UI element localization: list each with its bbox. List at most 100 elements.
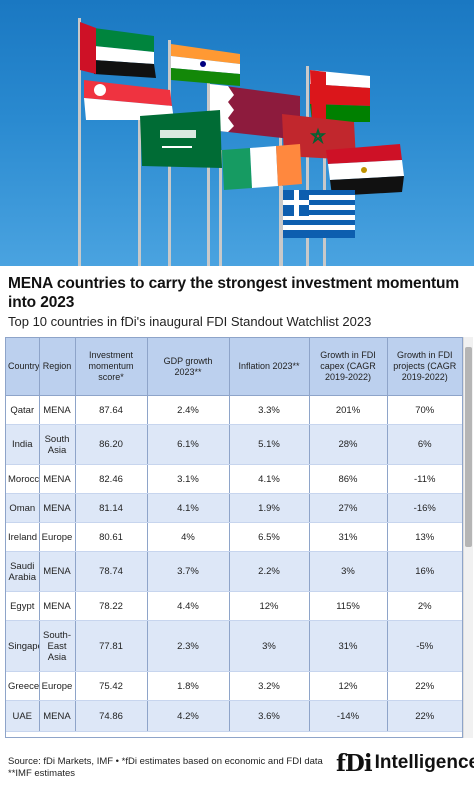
page-subtitle: Top 10 countries in fDi's inaugural FDI … [8,314,372,329]
cell-momentum: 77.81 [75,620,148,672]
cell-projects: -16% [387,493,462,523]
cell-projects: 2% [387,591,462,621]
cell-region: South Asia [39,424,76,465]
cell-momentum: 78.22 [75,591,148,621]
flag-oman [310,70,370,122]
cell-country: UAE [6,700,40,732]
flag-singapore [84,80,174,120]
cell-gdp: 2.4% [147,395,230,425]
cell-momentum: 87.64 [75,395,148,425]
cell-inflation: 4.1% [229,464,310,494]
cell-projects: 16% [387,551,462,592]
cell-capex: 86% [309,464,388,494]
watchlist-table: Country Region Investment momentum score… [5,337,463,738]
cell-gdp: 4% [147,522,230,552]
cell-momentum: 75.42 [75,671,148,701]
cell-capex: 28% [309,424,388,465]
cell-country: Greece [6,671,40,701]
table-row: Singapore South-East Asia 77.81 2.3% 3% … [6,620,462,672]
cell-country: Oman [6,493,40,523]
cell-inflation: 12% [229,591,310,621]
cell-region: MENA [39,464,76,494]
cell-capex: 31% [309,620,388,672]
cell-region: MENA [39,551,76,592]
cell-projects: 22% [387,700,462,732]
cell-region: MENA [39,493,76,523]
logo-text: Intelligence [374,752,474,773]
cell-projects: -11% [387,464,462,494]
scrollbar-thumb[interactable] [465,347,472,547]
cell-inflation: 3.2% [229,671,310,701]
col-header-country: Country [6,338,40,396]
flag-saudi-arabia [140,110,222,168]
cell-capex: 12% [309,671,388,701]
fdi-intelligence-logo: fDi Intelligence [336,746,474,780]
cell-region: Europe [39,671,76,701]
logo-mark: fDi [336,749,373,777]
table-header-row: Country Region Investment momentum score… [6,338,462,396]
cell-capex: 27% [309,493,388,523]
cell-region: MENA [39,700,76,732]
cell-gdp: 6.1% [147,424,230,465]
cell-momentum: 78.74 [75,551,148,592]
cell-region: Europe [39,522,76,552]
flag-egypt [326,144,404,196]
col-header-capex: Growth in FDI capex (CAGR 2019-2022) [309,338,388,396]
cell-country: Saudi Arabia [6,551,40,592]
cell-projects: 13% [387,522,462,552]
col-header-gdp: GDP growth 2023** [147,338,230,396]
table-row: India South Asia 86.20 6.1% 5.1% 28% 6% [6,424,462,465]
cell-inflation: 3.3% [229,395,310,425]
table-row: Greece Europe 75.42 1.8% 3.2% 12% 22% [6,671,462,701]
cell-capex: -14% [309,700,388,732]
flag-india [171,44,240,86]
cell-momentum: 86.20 [75,424,148,465]
cell-inflation: 2.2% [229,551,310,592]
flag-greece [283,190,355,238]
cell-inflation: 3.6% [229,700,310,732]
cell-momentum: 80.61 [75,522,148,552]
cell-gdp: 2.3% [147,620,230,672]
cell-projects: 70% [387,395,462,425]
cell-country: India [6,424,40,465]
cell-country: Ireland [6,522,40,552]
cell-region: MENA [39,591,76,621]
cell-gdp: 4.1% [147,493,230,523]
cell-gdp: 3.7% [147,551,230,592]
cell-capex: 3% [309,551,388,592]
cell-country: Morocco [6,464,40,494]
cell-inflation: 3% [229,620,310,672]
cell-inflation: 6.5% [229,522,310,552]
source-note: Source: fDi Markets, IMF • *fDi estimate… [8,756,338,780]
table-scrollbar[interactable] [463,337,473,738]
col-header-inflation: Inflation 2023** [229,338,310,396]
source-line-1: Source: fDi Markets, IMF • *fDi estimate… [8,756,323,767]
cell-capex: 31% [309,522,388,552]
cell-region: South-East Asia [39,620,76,672]
flags-illustration [78,18,404,266]
cell-momentum: 81.14 [75,493,148,523]
table-row: Qatar MENA 87.64 2.4% 3.3% 201% 70% [6,395,462,425]
table-row: Saudi Arabia MENA 78.74 3.7% 2.2% 3% 16% [6,551,462,592]
col-header-region: Region [39,338,76,396]
col-header-projects: Growth in FDI projects (CAGR 2019-2022) [387,338,462,396]
cell-gdp: 3.1% [147,464,230,494]
source-line-2: **IMF estimates [8,768,76,779]
cell-country: Egypt [6,591,40,621]
table-row: Morocco MENA 82.46 3.1% 4.1% 86% -11% [6,464,462,494]
flag-uae [80,22,156,78]
cell-gdp: 4.2% [147,700,230,732]
cell-projects: -5% [387,620,462,672]
cell-gdp: 1.8% [147,671,230,701]
flag-ireland [222,144,302,190]
cell-momentum: 74.86 [75,700,148,732]
cell-momentum: 82.46 [75,464,148,494]
cell-country: Singapore [6,620,40,672]
cell-country: Qatar [6,395,40,425]
hero-flags-image [0,0,474,266]
col-header-momentum: Investment momentum score* [75,338,148,396]
table-row: Ireland Europe 80.61 4% 6.5% 31% 13% [6,522,462,552]
cell-projects: 22% [387,671,462,701]
cell-inflation: 5.1% [229,424,310,465]
page-title: MENA countries to carry the strongest in… [8,275,460,311]
